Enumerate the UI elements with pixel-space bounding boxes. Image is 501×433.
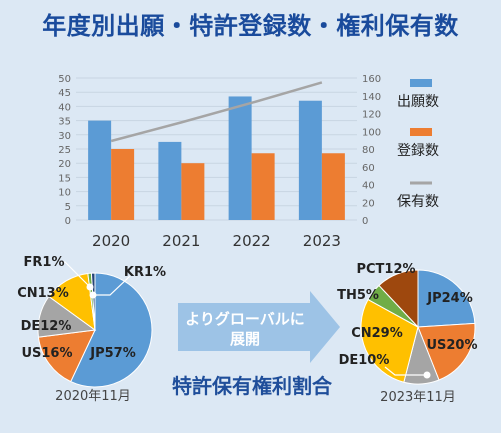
y-tick-label: 5 [65,202,71,213]
leader-dot-DE [423,371,431,379]
y-tick-label: 20 [58,159,71,170]
y-tick-label: 25 [58,145,71,156]
legend-label-出願数: 出願数 [397,94,439,110]
pie-slice-JP [70,272,153,388]
y-tick-label: 35 [58,117,71,128]
bar-登録数-2021 [181,163,205,220]
x-tick-label: 2021 [162,232,200,250]
pie-label-JP: JP24% [426,291,472,306]
pie-slice-JP [417,269,476,328]
x-tick-label: 2020 [92,232,130,250]
x-tick-label: 2022 [233,232,271,250]
y2-tick-label: 140 [362,92,381,103]
pie-label-TH: TH5% [337,288,379,303]
bar-登録数-2020 [111,149,135,220]
y-tick-label: 40 [58,102,71,113]
arrow-text-line1: よりグローバルに [185,310,305,328]
legend-label-保有数: 保有数 [397,194,439,210]
legend-swatch-登録数 [410,128,432,136]
pie-label-US: US16% [21,346,72,361]
pie-chart-2020: JP57% US16% DE12% CN13% FR1% KR1% 2020年11月 [17,255,166,404]
pie-chart-2023: JP24% US20% DE10% CN29% TH5% PCT12% 2023年11月 [337,262,477,405]
line-保有数 [110,81,323,143]
x-tick-label: 2023 [303,232,341,250]
pie-section-title: 特許保有権利割合 [172,374,333,398]
pie-slice-PCT [378,269,419,329]
legend-swatch-出願数 [410,79,432,87]
y-tick-label: 10 [58,188,71,199]
arrow-text-line2: 展開 [230,330,260,348]
bar-chart: 0 5 10 15 20 25 30 35 40 45 50 0 20 40 60 80 100 120 140 16… [58,74,439,250]
y2-tick-label: 40 [362,181,375,192]
expansion-arrow: よりグローバルに 展開 [178,291,340,363]
pie-label-JP: JP57% [89,346,135,361]
pie-label-US: US20% [426,338,477,353]
y-tick-label: 0 [65,216,71,227]
bar-登録数-2023 [321,153,345,220]
bar-登録数-2022 [251,153,275,220]
y-tick-label: 15 [58,173,71,184]
bar-出願数-2021 [158,141,182,220]
leader-dot-FR [86,283,94,291]
y2-tick-label: 160 [362,74,381,85]
y2-tick-label: 20 [362,198,375,209]
bar-出願数-2020 [88,120,112,220]
y2-tick-label: 100 [362,127,381,138]
page-title: 年度別出願・特許登録数・権利保有数 [42,12,459,40]
pie-label-PCT: PCT12% [356,262,415,277]
y2-tick-label: 60 [362,163,375,174]
leader-line-FR [60,261,91,288]
arrow-shape [178,291,340,363]
pie-caption: 2023年11月 [380,390,456,405]
leader-line-KR [93,275,131,296]
legend-label-登録数: 登録数 [397,143,439,159]
pie-slice-CN [360,298,419,383]
pie-label-CN: CN29% [351,326,403,341]
pie-slice-US [417,322,476,381]
pie-label-DE: DE12% [21,319,72,334]
y2-tick-label: 0 [362,216,368,227]
pie-label-KR: KR1% [124,265,166,280]
pie-caption: 2020年11月 [55,389,131,404]
y-tick-label: 50 [58,74,71,85]
y2-tick-label: 80 [362,145,375,156]
pie-label-CN: CN13% [17,286,69,301]
leader-dot-KR [89,291,97,299]
pie-label-DE: DE10% [339,353,390,368]
y-tick-label: 30 [58,131,71,142]
y-tick-label: 45 [58,88,71,99]
y2-tick-label: 120 [362,110,381,121]
bar-出願数-2023 [298,100,322,220]
leader-line-DE [384,366,427,376]
bar-出願数-2022 [228,96,252,220]
pie-slice-US [37,329,96,383]
pie-label-FR: FR1% [24,255,65,270]
